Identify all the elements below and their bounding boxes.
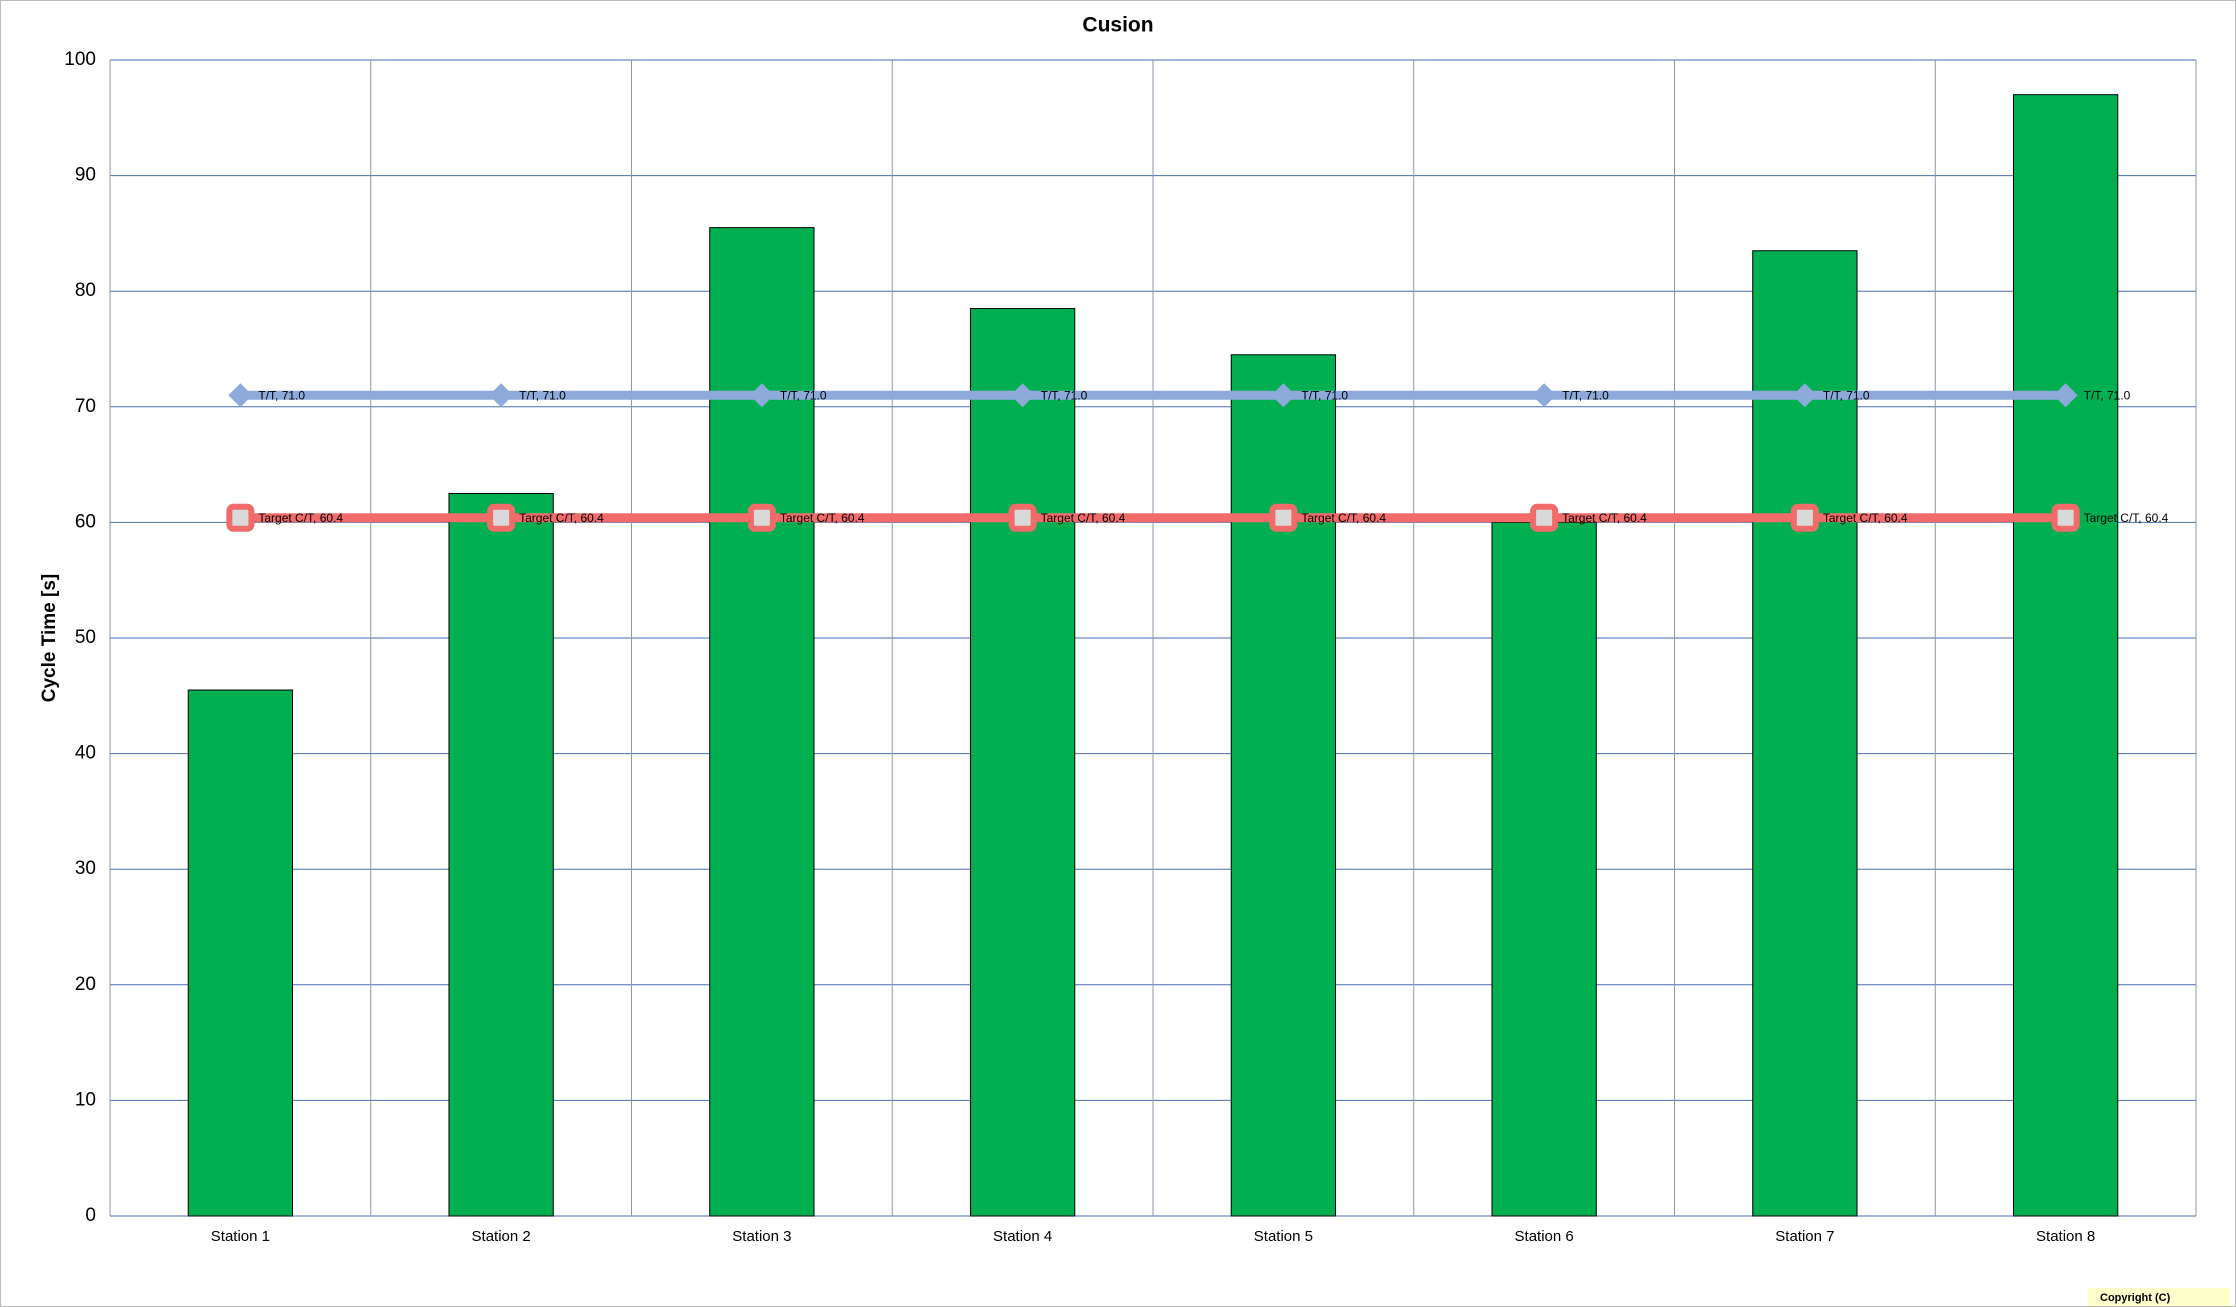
value-label: Target C/T, 60.4 xyxy=(2084,511,2169,525)
value-label: T/T, 71.0 xyxy=(780,388,827,402)
value-label: Target C/T, 60.4 xyxy=(1562,511,1647,525)
y-tick-label: 30 xyxy=(75,858,96,879)
y-tick-label: 90 xyxy=(75,165,96,186)
marker xyxy=(1010,383,1035,408)
value-label: T/T, 71.0 xyxy=(258,388,305,402)
x-tick-label: Station 1 xyxy=(211,1228,270,1245)
footer: Copyright (C) xyxy=(2100,1292,2171,1304)
x-tick-label: Station 6 xyxy=(1515,1228,1574,1245)
y-tick-label: 50 xyxy=(75,627,96,648)
bar xyxy=(448,493,554,1217)
x-tick-label: Station 5 xyxy=(1254,1228,1313,1245)
x-tick-label: Station 8 xyxy=(2036,1228,2095,1245)
chart-title: Cusion xyxy=(1082,14,1153,37)
x-tick-label: Station 2 xyxy=(472,1228,531,1245)
marker xyxy=(1269,503,1298,532)
x-tick-label: Station 4 xyxy=(993,1228,1052,1245)
marker xyxy=(1792,383,1817,408)
marker xyxy=(228,383,253,408)
y-tick-label: 20 xyxy=(75,974,96,995)
bar xyxy=(187,689,294,1217)
value-label: Target C/T, 60.4 xyxy=(780,511,865,525)
y-axis-label: Cycle Time [s] xyxy=(39,574,60,702)
y-tick-label: 40 xyxy=(75,743,96,764)
y-tick-label: 0 xyxy=(85,1205,96,1226)
marker xyxy=(2051,503,2080,532)
bar xyxy=(1230,354,1337,1217)
value-label: T/T, 71.0 xyxy=(1041,388,1088,402)
marker xyxy=(749,383,774,408)
marker xyxy=(226,503,255,532)
value-label: Target C/T, 60.4 xyxy=(258,511,343,525)
y-tick-label: 80 xyxy=(75,280,96,301)
bar xyxy=(1491,521,1597,1217)
marker xyxy=(747,503,776,532)
value-label: Target C/T, 60.4 xyxy=(1041,511,1126,525)
value-label: Target C/T, 60.4 xyxy=(1301,511,1386,525)
marker xyxy=(1530,503,1559,532)
x-tick-label: Station 7 xyxy=(1775,1228,1834,1245)
marker xyxy=(1790,503,1819,532)
footer-bg xyxy=(2088,1288,2230,1306)
bar xyxy=(1752,250,1858,1217)
value-label: T/T, 71.0 xyxy=(1562,388,1609,402)
marker xyxy=(489,383,514,408)
marker xyxy=(1532,383,1557,408)
value-label: T/T, 71.0 xyxy=(1301,388,1348,402)
value-label: Target C/T, 60.4 xyxy=(1823,511,1908,525)
marker xyxy=(1271,383,1296,408)
y-tick-label: 10 xyxy=(75,1089,96,1110)
marker xyxy=(1008,503,1037,532)
value-label: Target C/T, 60.4 xyxy=(519,511,604,525)
bar xyxy=(2012,94,2119,1217)
bar xyxy=(709,227,815,1217)
marker xyxy=(2053,383,2078,408)
value-label: T/T, 71.0 xyxy=(1823,388,1870,402)
y-tick-label: 60 xyxy=(75,511,96,532)
marker xyxy=(487,503,516,532)
x-tick-label: Station 3 xyxy=(732,1228,791,1245)
value-label: T/T, 71.0 xyxy=(519,388,566,402)
y-tick-label: 100 xyxy=(64,49,96,70)
bar xyxy=(969,308,1076,1217)
y-tick-label: 70 xyxy=(75,396,96,417)
value-label: T/T, 71.0 xyxy=(2084,388,2131,402)
